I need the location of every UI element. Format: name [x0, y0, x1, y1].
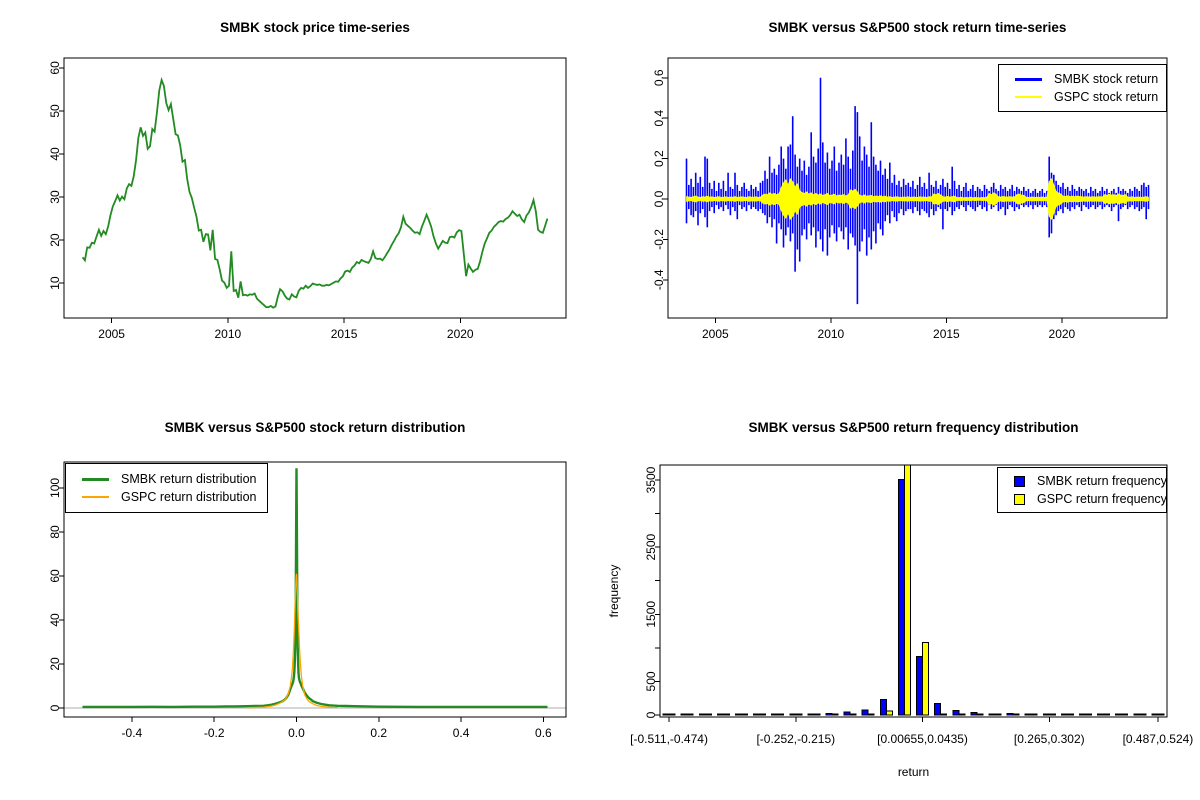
gspc-distribution-line-swatch — [82, 496, 109, 498]
frequency-chart-plot: [-0.511,-0.474) [-0.252,-0.215) [0.00655,0… — [630, 464, 1194, 746]
svg-text:60: 60 — [48, 61, 62, 75]
svg-text:80: 80 — [48, 525, 62, 539]
frequency-x-axis-title: return — [897, 765, 930, 779]
svg-text:-0.4: -0.4 — [122, 726, 143, 740]
svg-text:[-0.511,-0.474): [-0.511,-0.474) — [630, 732, 708, 746]
svg-text:2010: 2010 — [818, 327, 845, 341]
svg-text:3500: 3500 — [644, 466, 658, 493]
svg-text:0.4: 0.4 — [453, 726, 470, 740]
svg-text:20: 20 — [48, 233, 62, 247]
svg-text:500: 500 — [644, 671, 658, 691]
legend-label-smbk-frequency: SMBK return frequency — [1037, 474, 1167, 488]
svg-text:[-0.252,-0.215): [-0.252,-0.215) — [756, 732, 835, 746]
legend-entry-gspc-distribution: GSPC return distribution — [82, 490, 263, 504]
svg-text:40: 40 — [48, 613, 62, 627]
frequency-legend: SMBK return frequency GSPC return freque… — [997, 467, 1167, 513]
frequency-y-axis-title: frequency — [607, 564, 621, 618]
svg-text:0.4: 0.4 — [652, 110, 666, 127]
returns-chart-title: SMBK versus S&P500 stock return time-ser… — [768, 20, 1067, 35]
panel-return-distribution: SMBK versus S&P500 stock return distribu… — [0, 400, 600, 800]
smbk-return-line-swatch — [1015, 77, 1042, 81]
svg-text:0.2: 0.2 — [652, 150, 666, 167]
legend-entry-smbk-frequency: SMBK return frequency — [1014, 474, 1167, 488]
svg-text:30: 30 — [48, 190, 62, 204]
svg-text:2015: 2015 — [331, 327, 358, 341]
svg-text:[0.487,0.524): [0.487,0.524) — [1123, 732, 1194, 746]
svg-text:0.6: 0.6 — [652, 69, 666, 86]
svg-text:2010: 2010 — [214, 327, 241, 341]
svg-text:2020: 2020 — [447, 327, 474, 341]
price-chart-title: SMBK stock price time-series — [220, 20, 410, 35]
distribution-chart-title: SMBK versus S&P500 stock return distribu… — [164, 420, 466, 435]
svg-text:2005: 2005 — [702, 327, 729, 341]
svg-text:0: 0 — [48, 704, 62, 711]
gspc-frequency-box-swatch — [1014, 493, 1025, 505]
svg-text:2005: 2005 — [98, 327, 125, 341]
legend-label-gspc-return: GSPC stock return — [1054, 90, 1159, 104]
svg-text:[0.265,0.302): [0.265,0.302) — [1014, 732, 1085, 746]
legend-entry-smbk-return: SMBK stock return — [1015, 72, 1162, 86]
svg-text:2500: 2500 — [644, 533, 658, 560]
svg-text:100: 100 — [48, 478, 62, 498]
svg-text:2015: 2015 — [933, 327, 960, 341]
legend-entry-gspc-return: GSPC stock return — [1015, 90, 1162, 104]
gspc-return-line-swatch — [1015, 96, 1042, 98]
legend-entry-smbk-distribution: SMBK return distribution — [82, 472, 263, 486]
panel-return-timeseries: SMBK versus S&P500 stock return time-ser… — [600, 0, 1200, 400]
legend-label-smbk-return: SMBK stock return — [1054, 72, 1159, 86]
svg-text:1500: 1500 — [644, 601, 658, 628]
price-chart-plot: 2005 2010 2015 2020 10 20 30 40 50 60 — [48, 57, 567, 341]
distribution-chart-plot: -0.4 -0.2 0.0 0.2 0.4 0.6 0 20 40 60 80 100 — [48, 461, 567, 740]
svg-text:0.2: 0.2 — [370, 726, 387, 740]
panel-return-frequency: SMBK versus S&P500 return frequency dist… — [600, 400, 1200, 800]
distribution-legend: SMBK return distribution GSPC return dis… — [65, 463, 268, 513]
legend-entry-gspc-frequency: GSPC return frequency — [1014, 492, 1167, 506]
svg-text:10: 10 — [48, 276, 62, 290]
svg-text:40: 40 — [48, 147, 62, 161]
smbk-distribution-line-swatch — [82, 477, 109, 481]
svg-text:0.0: 0.0 — [652, 190, 666, 207]
svg-text:0.0: 0.0 — [288, 726, 305, 740]
svg-text:60: 60 — [48, 569, 62, 583]
svg-text:-0.2: -0.2 — [652, 229, 666, 250]
svg-text:[0.00655,0.0435): [0.00655,0.0435) — [877, 732, 968, 746]
svg-text:50: 50 — [48, 104, 62, 118]
legend-label-gspc-distribution: GSPC return distribution — [121, 490, 257, 504]
svg-text:0: 0 — [644, 711, 658, 718]
legend-label-smbk-distribution: SMBK return distribution — [121, 472, 257, 486]
svg-text:-0.4: -0.4 — [652, 269, 666, 290]
panel-price-timeseries: SMBK stock price time-series 2005 2010 201… — [0, 0, 600, 400]
svg-text:20: 20 — [48, 657, 62, 671]
returns-legend: SMBK stock return GSPC stock return — [998, 64, 1167, 112]
svg-text:0.6: 0.6 — [535, 726, 552, 740]
smbk-frequency-box-swatch — [1014, 475, 1025, 487]
svg-text:2020: 2020 — [1049, 327, 1076, 341]
svg-text:-0.2: -0.2 — [204, 726, 225, 740]
frequency-chart-title: SMBK versus S&P500 return frequency dist… — [748, 420, 1079, 435]
legend-label-gspc-frequency: GSPC return frequency — [1037, 492, 1167, 506]
returns-chart-plot: 2005 2010 2015 2020 -0.4 -0.2 0.0 0.2 0.4 0.6 — [652, 57, 1168, 341]
